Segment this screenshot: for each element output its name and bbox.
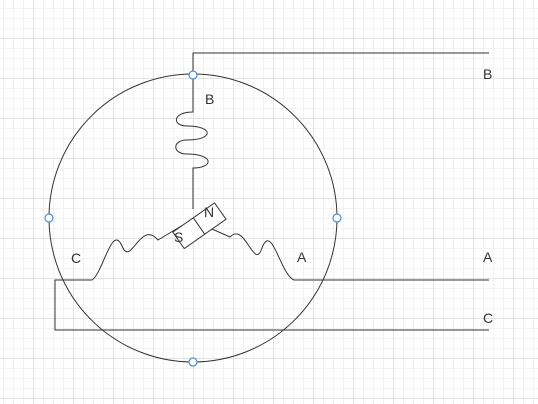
winding-b-label: B — [205, 91, 214, 107]
handle-top[interactable] — [188, 70, 198, 80]
rotor-magnet[interactable] — [172, 202, 227, 250]
line-b-label: B — [483, 66, 492, 82]
winding-b[interactable] — [175, 76, 209, 209]
handle-bottom[interactable] — [188, 357, 198, 367]
winding-c[interactable] — [54, 224, 489, 331]
winding-c-label: C — [71, 250, 81, 266]
handle-left[interactable] — [44, 213, 54, 223]
magnet-north-label: N — [204, 204, 214, 220]
handle-right[interactable] — [332, 213, 342, 223]
line-a-label: A — [483, 249, 493, 265]
line-c-label: C — [483, 310, 493, 326]
winding-a[interactable] — [202, 224, 489, 281]
magnet-south-label: S — [174, 229, 183, 245]
line-b[interactable] — [192, 52, 489, 76]
winding-a-label: A — [297, 249, 307, 265]
